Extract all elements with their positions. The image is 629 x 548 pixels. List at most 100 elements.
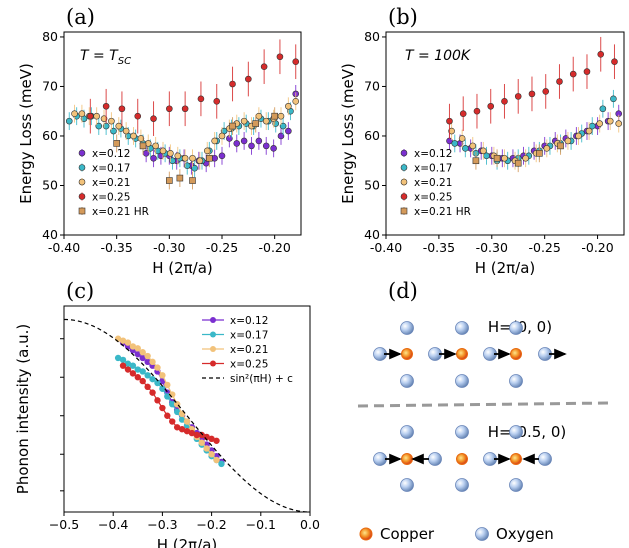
divider-dashed-line xyxy=(357,401,609,408)
panel-a-condition: T = TSC xyxy=(80,48,131,67)
data-point xyxy=(213,98,221,105)
data-point xyxy=(134,374,141,381)
data-point xyxy=(144,372,151,379)
data-point xyxy=(501,154,508,162)
data-point xyxy=(203,147,211,155)
data-point xyxy=(262,117,270,125)
data-point xyxy=(87,112,94,120)
legend-marker xyxy=(400,178,408,186)
oxygen-atom xyxy=(373,452,387,466)
x-tick-label: −0.5 xyxy=(49,517,79,532)
chart-b: -0.40 -0.35 -0.30 -0.25 -0.20 40 50 60 70 80 H (2π… xyxy=(339,29,625,277)
data-point xyxy=(166,177,173,184)
y-tick-label: 50 xyxy=(42,177,58,192)
data-point xyxy=(134,366,141,373)
data-point xyxy=(240,117,248,125)
data-point xyxy=(451,140,459,147)
legend-label: sin²(πH) + c xyxy=(230,373,293,385)
oxygen-atom xyxy=(538,452,552,466)
data-point xyxy=(124,339,132,346)
data-point xyxy=(134,345,141,352)
legend-marker xyxy=(400,164,408,171)
data-point xyxy=(78,110,86,117)
panel-a-condition-subscript: SC xyxy=(118,56,131,67)
data-point xyxy=(271,112,278,120)
oxygen-atom xyxy=(400,374,414,388)
data-point xyxy=(130,132,137,140)
data-point xyxy=(198,439,205,446)
x-tick-label: -0.40 xyxy=(370,240,402,255)
data-point xyxy=(564,137,572,145)
data-point xyxy=(173,424,181,431)
y-tick-label: 50 xyxy=(364,177,380,192)
data-point xyxy=(536,150,543,157)
lattice-diagram: H=(0, 0) H=(0.5, 0) Copper Oxygen xyxy=(357,318,609,543)
legend-marker xyxy=(400,149,408,157)
data-point xyxy=(260,63,268,70)
y-tick-label: 40 xyxy=(364,227,380,242)
data-point xyxy=(178,426,186,433)
legend-marker xyxy=(78,164,86,171)
data-point xyxy=(154,397,161,404)
data-point xyxy=(229,122,236,130)
y-tick-label: 80 xyxy=(364,29,380,44)
data-point xyxy=(139,349,146,356)
data-point xyxy=(183,427,191,435)
data-point xyxy=(211,137,218,145)
data-point xyxy=(188,429,196,437)
oxygen-atom xyxy=(455,321,469,335)
data-point xyxy=(149,375,156,383)
copper-atom xyxy=(456,348,468,360)
data-point xyxy=(218,132,226,140)
x-tick-label: -0.40 xyxy=(48,240,80,255)
data-point xyxy=(189,177,196,184)
legend-label: x=0.17 xyxy=(414,163,452,175)
data-point xyxy=(154,364,161,371)
x-tick-label: -0.25 xyxy=(206,240,238,255)
x-tick-label: −0.4 xyxy=(98,517,128,532)
data-point xyxy=(139,354,146,362)
data-point xyxy=(129,370,137,377)
legend-label: x=0.12 xyxy=(230,315,268,327)
data-point xyxy=(110,127,117,135)
data-point xyxy=(255,112,263,120)
data-point xyxy=(213,437,220,444)
data-point xyxy=(150,154,157,162)
data-point xyxy=(270,145,277,152)
plot-frame xyxy=(385,31,625,236)
data-point xyxy=(575,132,582,140)
legend-label: x=0.21 xyxy=(230,344,268,356)
data-point xyxy=(462,145,469,152)
data-point xyxy=(144,352,151,360)
data-point xyxy=(65,117,73,125)
oxygen-atom xyxy=(455,478,469,492)
x-axis-title: H (2π/a) xyxy=(157,536,218,548)
panel-d-letter: (d) xyxy=(388,279,418,303)
data-point xyxy=(255,137,263,145)
data-point xyxy=(522,154,529,162)
oxygen-atom xyxy=(509,478,523,492)
data-point xyxy=(197,95,205,103)
data-point xyxy=(178,416,186,423)
copper-atom xyxy=(401,453,413,465)
legend-marker xyxy=(210,346,216,352)
data-point xyxy=(556,78,563,85)
data-point xyxy=(164,393,171,400)
data-point xyxy=(129,343,137,350)
legend-marker xyxy=(400,193,408,200)
data-point xyxy=(583,68,591,75)
legend-marker xyxy=(210,360,216,367)
oxygen-atom xyxy=(400,478,414,492)
data-point xyxy=(569,70,577,78)
panel-b-letter: (b) xyxy=(388,5,418,29)
data-point xyxy=(596,120,603,127)
h-label-bottom: H=(0.5, 0) xyxy=(488,423,567,441)
data-point xyxy=(183,418,191,425)
data-point xyxy=(606,117,614,125)
oxygen-legend-marker xyxy=(475,527,489,541)
data-point xyxy=(198,431,205,439)
data-point xyxy=(152,142,159,150)
data-point xyxy=(285,127,292,135)
data-point xyxy=(149,389,156,396)
